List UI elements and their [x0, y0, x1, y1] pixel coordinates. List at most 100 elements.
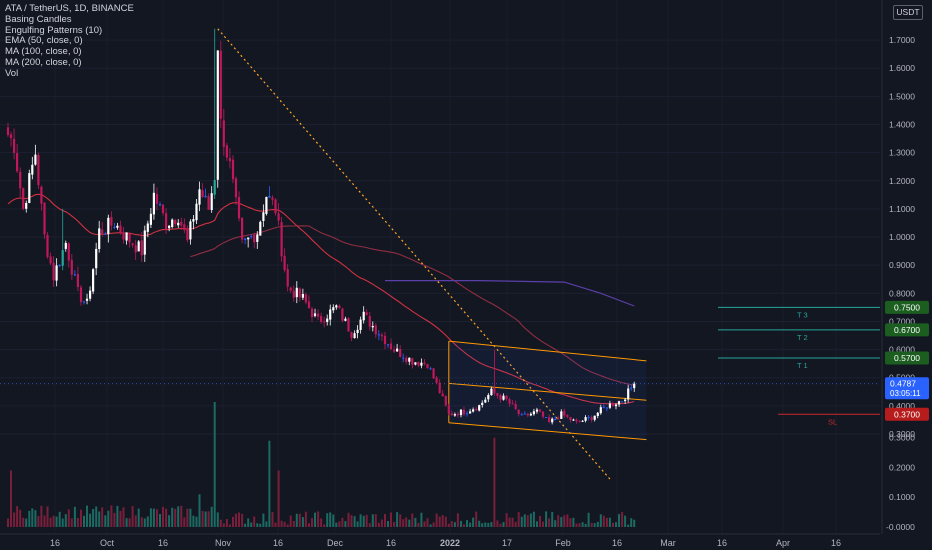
volume-bar — [423, 521, 426, 527]
candle-body — [189, 221, 192, 240]
candle-body — [213, 180, 216, 195]
volume-bar — [332, 514, 335, 527]
volume-bar — [73, 506, 76, 527]
candle-body — [201, 190, 204, 197]
candle-body — [383, 335, 387, 345]
level-label: T 1 — [797, 361, 808, 370]
candle-body — [560, 411, 563, 419]
candle-body — [298, 288, 301, 298]
level-tag-text: 0.6700 — [894, 325, 920, 335]
volume-bar — [58, 511, 61, 527]
volume-bar — [393, 522, 396, 527]
volume-bar — [140, 517, 143, 527]
candle-body — [332, 307, 335, 311]
candle-body — [28, 173, 31, 203]
volume-bar — [244, 523, 247, 527]
legend-volume[interactable]: Vol — [5, 67, 19, 79]
candle-body — [19, 171, 22, 189]
symbol-title[interactable]: ATA / TetherUS, 1D, BINANCE — [5, 3, 134, 14]
candle-body — [128, 232, 131, 243]
volume-bar — [545, 511, 548, 527]
price-tick-label: 0.3000 — [889, 429, 915, 439]
volume-bar — [320, 518, 323, 527]
candle-body — [389, 343, 393, 349]
volume-bar — [414, 517, 417, 527]
legend-engulfing-patterns[interactable]: Engulfing Patterns (10) — [5, 24, 103, 36]
currency-badge[interactable]: USDT — [893, 5, 923, 20]
candle-body — [557, 418, 560, 420]
volume-bar — [456, 513, 459, 527]
volume-bar — [64, 514, 67, 527]
candle-body — [161, 204, 165, 214]
volume-bar — [256, 523, 259, 527]
volume-bar — [560, 517, 563, 527]
candle-body — [459, 409, 463, 416]
x-tick-label: 16 — [386, 538, 396, 548]
candle-body — [6, 127, 10, 136]
candle-body — [143, 230, 146, 255]
candle-body — [353, 333, 356, 339]
volume-bar — [83, 515, 85, 527]
candle-body — [508, 399, 511, 404]
candle-body — [131, 243, 134, 246]
candle-body — [469, 411, 472, 414]
volume-bar — [314, 512, 316, 527]
volume-bar — [259, 523, 262, 527]
candle-body — [329, 309, 332, 320]
volume-bar — [523, 514, 526, 527]
axes: 1.7000 1.6000 1.5000 1.4000 1.3000 1.2000 1.10… — [0, 0, 915, 548]
volume-bar — [627, 524, 630, 527]
candle-body — [438, 382, 441, 393]
candle-body — [323, 321, 326, 323]
candle-body — [158, 204, 162, 206]
channel-upper-line — [448, 340, 647, 362]
price-tick-label: 1.7000 — [889, 35, 915, 45]
candle-body — [168, 225, 171, 229]
volume-bar — [605, 517, 608, 527]
x-tick-label: Nov — [215, 538, 232, 548]
candle-body — [137, 241, 140, 252]
candle-body — [538, 409, 542, 412]
candle-body — [496, 393, 499, 396]
volume-bar — [575, 523, 578, 527]
volume-bar — [171, 507, 174, 527]
volume-bar — [235, 513, 237, 527]
volume-bar — [10, 470, 12, 527]
candle-body — [61, 250, 64, 266]
volume-bar — [28, 510, 31, 527]
candle-body — [608, 403, 611, 408]
volume-bar — [37, 516, 40, 527]
candle-body — [107, 217, 110, 235]
volume-bar — [286, 524, 289, 527]
volume-bar — [329, 512, 332, 527]
candle-body — [599, 407, 602, 414]
channel-lower-line — [448, 422, 647, 441]
candle-body — [43, 202, 46, 235]
candle-body — [140, 240, 143, 256]
volume-bar — [107, 510, 110, 527]
candle-body — [268, 196, 271, 198]
candle-body — [210, 193, 213, 210]
candle-body — [110, 216, 113, 226]
volume-bar — [341, 517, 344, 527]
candle-body — [216, 50, 219, 180]
candle-body — [456, 413, 459, 416]
legend-basing-candles[interactable]: Basing Candles — [5, 13, 72, 25]
volume-bar — [390, 512, 392, 527]
volume-bar — [505, 513, 508, 527]
volume-bar — [536, 521, 538, 527]
legend-ema50[interactable]: EMA (50, close, 0) — [5, 35, 83, 47]
volume-bar — [213, 402, 216, 527]
candle-body — [192, 219, 195, 222]
candle-body — [280, 222, 283, 257]
price-tick-label: 1.6000 — [889, 63, 915, 73]
candle-body — [429, 368, 432, 370]
candle-body — [73, 274, 76, 276]
volume-bar — [542, 521, 544, 527]
legend-ma200[interactable]: MA (200, close, 0) — [5, 56, 82, 68]
candle-body — [292, 290, 295, 298]
candle-body — [82, 301, 86, 303]
legend-ma100[interactable]: MA (100, close, 0) — [5, 46, 82, 58]
candle-body — [393, 349, 396, 352]
